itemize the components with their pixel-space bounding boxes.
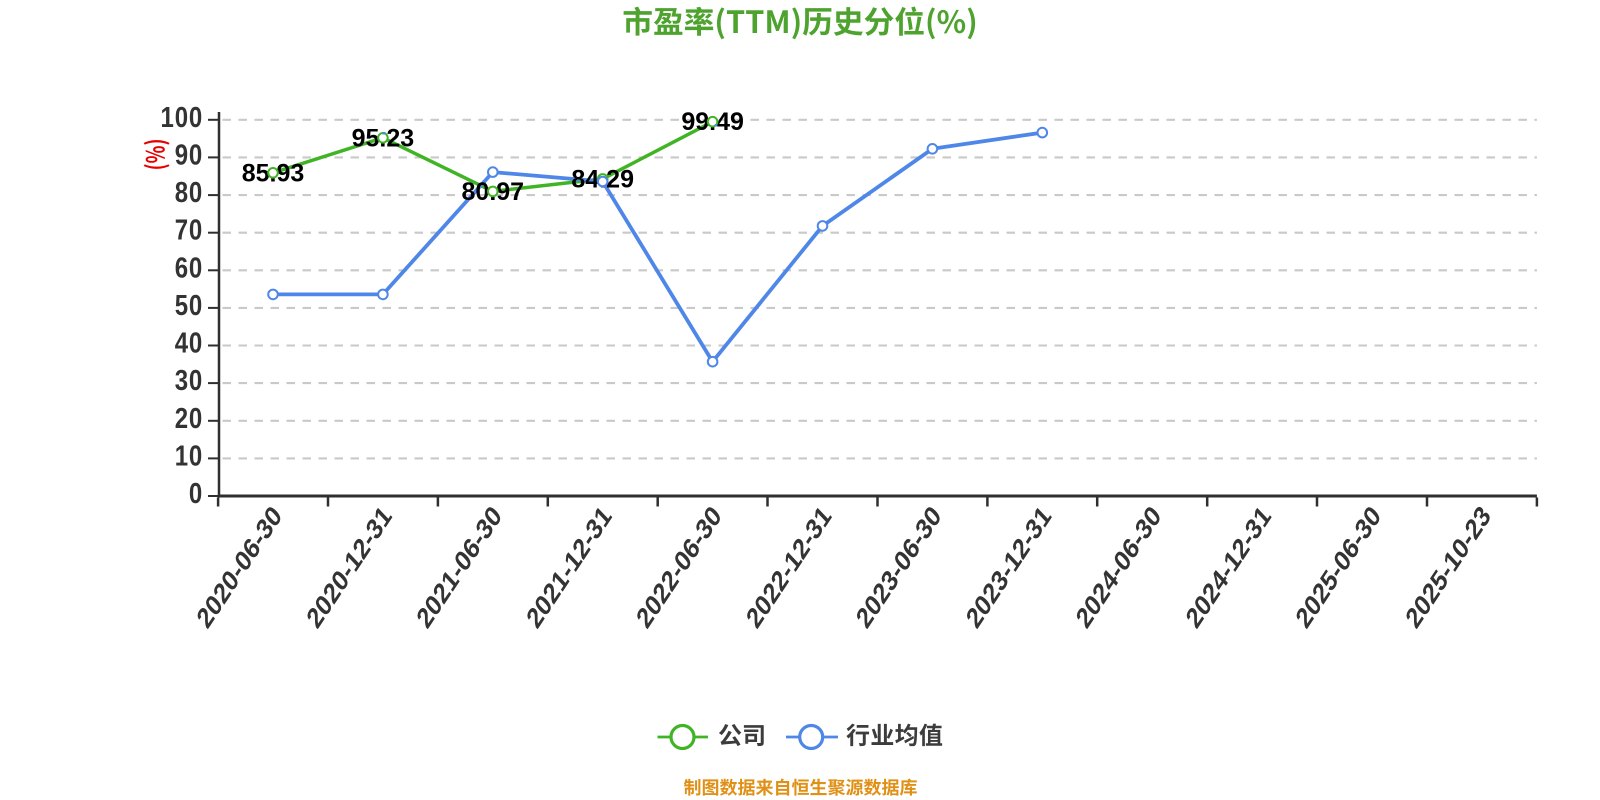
svg-text:80: 80 <box>175 176 203 209</box>
svg-text:30: 30 <box>175 364 203 397</box>
svg-text:10: 10 <box>175 439 203 472</box>
svg-text:20: 20 <box>175 402 203 435</box>
svg-text:40: 40 <box>175 326 203 359</box>
svg-text:60: 60 <box>175 251 203 284</box>
svg-text:50: 50 <box>175 289 203 322</box>
svg-text:0: 0 <box>189 477 203 510</box>
svg-text:100: 100 <box>161 101 203 134</box>
svg-text:90: 90 <box>175 138 203 171</box>
svg-text:70: 70 <box>175 214 203 247</box>
